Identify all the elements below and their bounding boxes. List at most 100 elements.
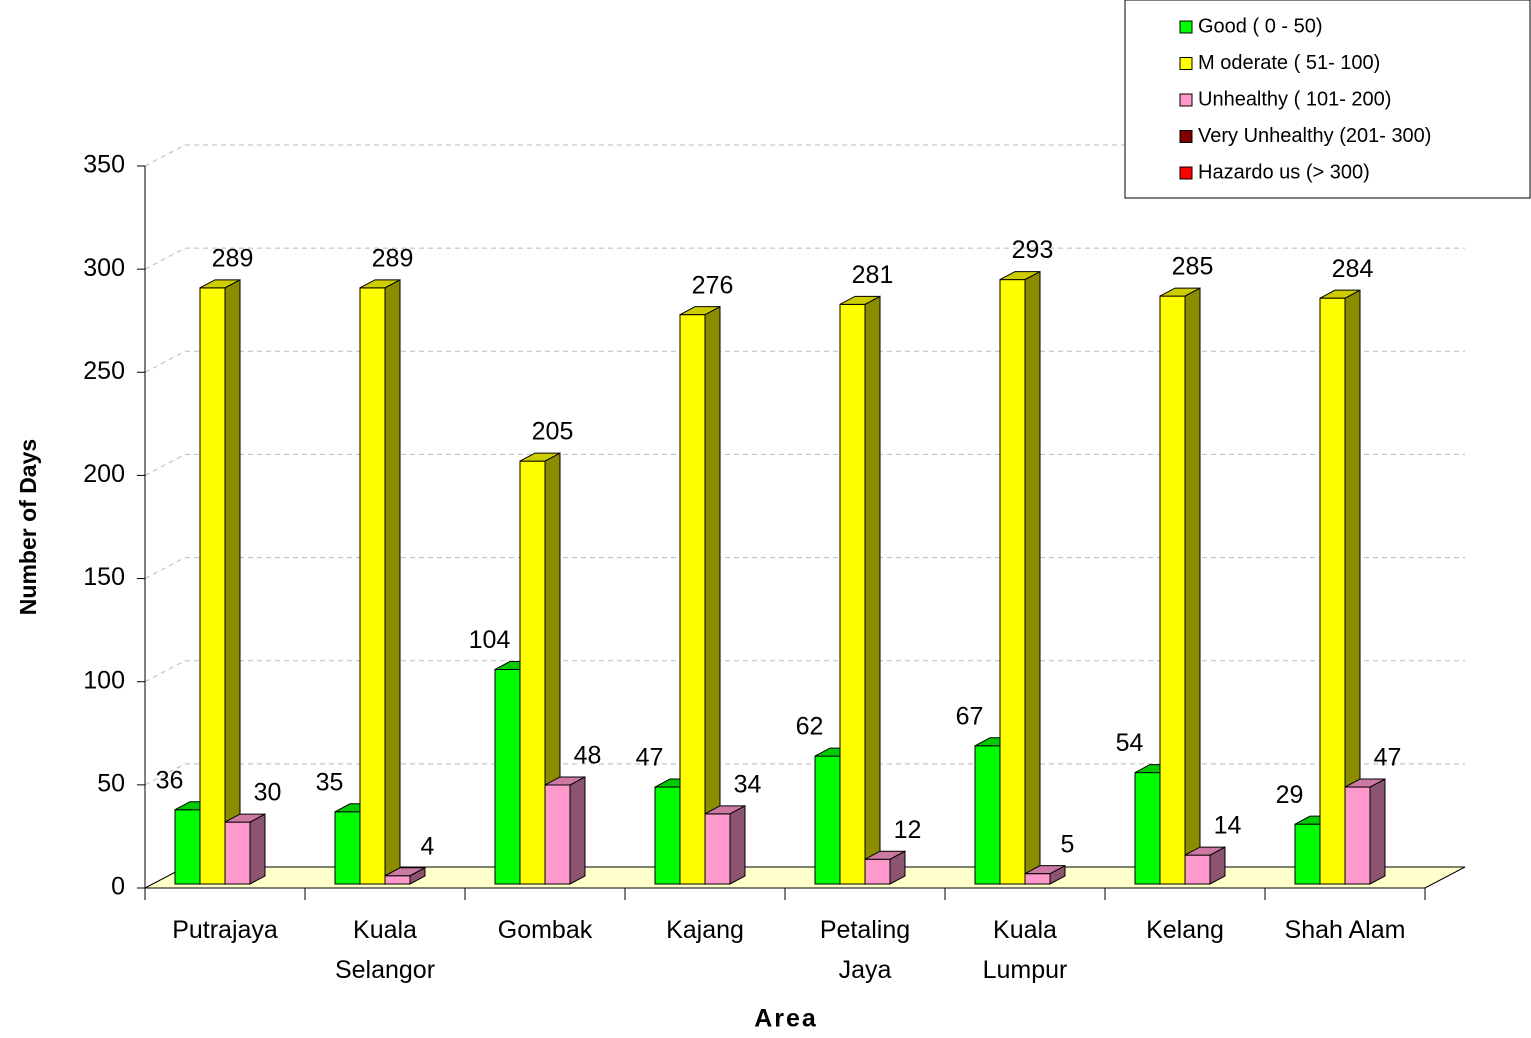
bar: [334, 811, 361, 885]
value-label: 104: [469, 626, 511, 654]
bar-top: [999, 271, 1041, 281]
value-label: 289: [212, 244, 254, 272]
bar-top: [359, 279, 401, 289]
value-label: 47: [636, 744, 664, 772]
y-tick-label: 50: [97, 769, 125, 797]
bar: [1024, 873, 1051, 885]
bar-top: [1024, 865, 1066, 875]
bar: [974, 745, 1001, 885]
y-axis-title: Number of Days: [15, 439, 41, 615]
bar-side: [729, 805, 746, 885]
value-label: 54: [1116, 729, 1144, 757]
bar-side: [1369, 778, 1386, 885]
value-label: 35: [316, 768, 344, 796]
value-label: 293: [1012, 236, 1054, 264]
legend-label: Good ( 0 - 50): [1198, 15, 1323, 37]
value-label: 47: [1374, 744, 1402, 772]
bar-side: [864, 295, 881, 885]
bar: [494, 668, 521, 885]
value-label: 4: [421, 832, 435, 860]
bar-group: [1024, 864, 1066, 885]
x-axis-title: Area: [754, 1005, 818, 1033]
legend-swatch: [1179, 57, 1193, 70]
bar: [679, 314, 706, 885]
value-label: 285: [1172, 253, 1214, 281]
value-label: 62: [796, 713, 824, 741]
bar-top: [1344, 778, 1386, 788]
bar-group: [1344, 778, 1386, 885]
y-tick-label: 300: [83, 254, 125, 282]
bar-top: [679, 306, 721, 316]
bar-group: [1159, 287, 1201, 885]
y-tick-label: 350: [83, 151, 125, 179]
bar: [1159, 295, 1186, 885]
bar: [1294, 823, 1321, 885]
bar: [359, 287, 386, 885]
bar: [1319, 297, 1346, 885]
value-label: 36: [156, 766, 184, 794]
x-tick-label: Kuala Selangor: [334, 916, 436, 984]
grid-line: [144, 660, 186, 683]
bar-top: [199, 279, 241, 289]
bar-top: [519, 452, 561, 462]
legend-label: Hazardo us (> 300): [1198, 161, 1370, 183]
x-tick-label: Kuala Lumpur: [982, 916, 1068, 984]
bar-side: [704, 305, 721, 885]
value-label: 5: [1061, 830, 1075, 858]
value-label: 67: [956, 702, 984, 730]
bar-top: [1159, 287, 1201, 297]
value-label: 29: [1276, 781, 1304, 809]
bar: [199, 287, 226, 885]
bar: [704, 813, 731, 885]
y-tick-label: 200: [83, 460, 125, 488]
value-label: 30: [254, 779, 282, 807]
y-tick-label: 0: [111, 873, 125, 901]
value-label: 281: [852, 261, 894, 289]
bar-group: [519, 452, 561, 885]
legend-label: M oderate ( 51- 100): [1198, 52, 1380, 74]
value-label: 289: [372, 244, 414, 272]
bar: [1134, 772, 1161, 885]
x-tick-label: Gombak: [497, 916, 593, 944]
bar-group: [224, 813, 266, 885]
value-label: 276: [692, 271, 734, 299]
bar-group: [704, 805, 746, 885]
bar: [174, 809, 201, 885]
grid-line: [144, 350, 186, 373]
bar-top: [839, 295, 881, 305]
value-label: 284: [1332, 255, 1374, 283]
legend-swatch: [1179, 93, 1193, 107]
bar-group: [999, 270, 1041, 885]
bar-side: [384, 279, 401, 885]
x-tick-label: Petaling Jaya: [819, 916, 911, 984]
bar-top: [384, 867, 426, 877]
value-label: 48: [574, 742, 602, 770]
bar-top: [1319, 289, 1361, 299]
y-tick-label: 100: [83, 666, 125, 694]
legend-label: Very Unhealthy (201- 300): [1198, 125, 1431, 147]
bar-group: [199, 279, 241, 885]
grid-line: [144, 144, 186, 167]
bar-side: [569, 776, 586, 885]
bar-group: [384, 866, 426, 885]
bar: [384, 875, 411, 885]
bar: [544, 784, 571, 885]
bar-side: [1024, 270, 1041, 885]
bar-group: [1319, 289, 1361, 885]
x-tick-label: Kelang: [1146, 916, 1224, 944]
legend-label: Unhealthy ( 101- 200): [1198, 88, 1391, 110]
value-label: 205: [532, 418, 574, 446]
bar-top: [224, 813, 266, 823]
legend-swatch: [1179, 130, 1193, 143]
x-tick-label: Shah Alam: [1284, 916, 1406, 944]
x-tick-label: Putrajaya: [172, 916, 278, 944]
bar: [654, 786, 681, 885]
bar: [814, 755, 841, 885]
bar-top: [864, 850, 906, 860]
value-label: 12: [894, 816, 922, 844]
bar: [224, 821, 251, 885]
bar-top: [704, 805, 746, 815]
bar-side: [1184, 287, 1201, 885]
bar-top: [544, 776, 586, 786]
